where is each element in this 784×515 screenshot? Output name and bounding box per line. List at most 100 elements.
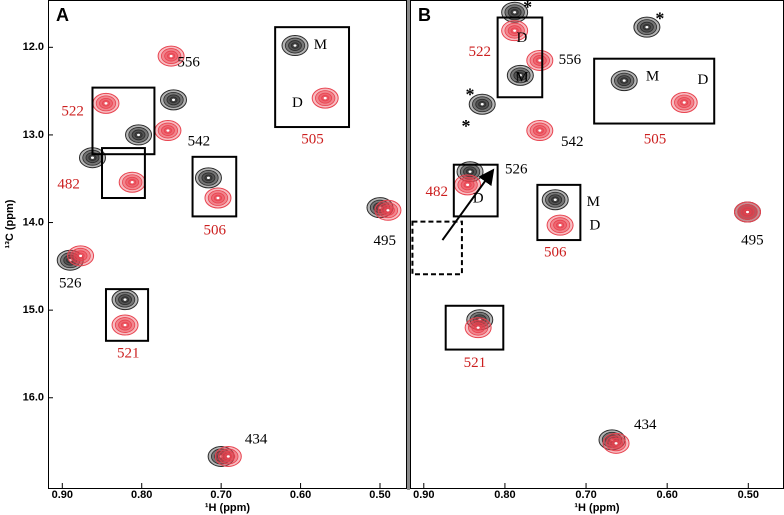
panel-label: A (56, 5, 69, 25)
peak-center (293, 44, 297, 47)
peak-center (130, 181, 134, 184)
panel-divider (407, 0, 410, 490)
highlight-box (101, 147, 146, 200)
y-tick-label: 12.0 (23, 41, 44, 53)
peak-center (614, 442, 618, 445)
peak-group (92, 92, 120, 114)
annotation: 506 (544, 245, 567, 261)
peak-center (518, 74, 522, 77)
peak-group (154, 120, 182, 142)
annotation: M (515, 69, 528, 85)
annotation: 434 (245, 431, 268, 447)
annotation: * (466, 84, 475, 104)
highlight-box (411, 220, 463, 276)
annotation: M (646, 69, 659, 85)
x-tick-label: 0.60 (656, 489, 677, 501)
peak-center (645, 25, 649, 29)
peak-center (104, 102, 108, 105)
peak-group (111, 289, 139, 311)
annotation: D (473, 190, 484, 206)
annotation: 526 (59, 275, 82, 291)
annotation: 495 (374, 233, 397, 249)
peak-group (214, 445, 242, 467)
peak-group (374, 199, 402, 221)
plot-frame (410, 0, 784, 489)
x-tick-label: 0.80 (131, 489, 152, 501)
x-tick-label: 0.60 (290, 489, 311, 501)
peak-center (558, 223, 562, 227)
peak-center (553, 198, 557, 201)
annotation: 506 (204, 223, 227, 239)
annotation: * (655, 8, 664, 28)
peak-center (90, 156, 94, 159)
highlight-box (593, 57, 716, 125)
annotation: D (697, 72, 708, 88)
peak-group (157, 45, 185, 67)
peak-group (610, 70, 638, 92)
annotation: M (587, 194, 600, 210)
annotation: 542 (188, 133, 211, 149)
peak-group (526, 49, 554, 71)
peak-group (194, 167, 222, 189)
peak-center (480, 103, 484, 106)
highlight-box (274, 26, 351, 129)
peak-group (118, 171, 146, 193)
peak-center (476, 326, 480, 329)
x-axis-label: ¹H (ppm) (205, 502, 251, 514)
highlight-box (496, 16, 544, 99)
peak-group (633, 16, 661, 38)
highlight-box (191, 155, 238, 218)
peak-group (111, 314, 139, 336)
annotation: 482 (57, 176, 80, 192)
x-tick-label: 0.90 (413, 489, 434, 501)
peak-group (506, 64, 534, 86)
peak-group (541, 189, 569, 211)
peak-center (169, 54, 173, 58)
annotation: D (292, 95, 303, 111)
peak-group (159, 89, 187, 111)
plot-frame (48, 0, 407, 489)
annotation: * (523, 0, 532, 17)
annotation: 495 (741, 232, 764, 248)
peak-center (622, 79, 626, 82)
peak-center (513, 11, 517, 14)
annotation: D (590, 217, 601, 233)
highlight-box (104, 288, 150, 342)
peak-center (216, 196, 220, 200)
y-tick-label: 14.0 (23, 216, 44, 228)
peak-group (125, 124, 153, 146)
annotation: M (314, 37, 327, 53)
peak-center (123, 323, 127, 327)
annotation: D (517, 30, 528, 46)
annotation: 482 (426, 184, 449, 200)
peak-group (733, 201, 761, 223)
peak-center (468, 170, 472, 173)
x-tick-label: 0.50 (369, 489, 390, 501)
peak-group (67, 245, 95, 267)
peak-center (513, 29, 517, 32)
peak-center (79, 254, 83, 258)
highlight-box (444, 304, 505, 351)
peak-group (501, 20, 529, 42)
peak-center (206, 176, 210, 180)
peak-group (670, 92, 698, 114)
annotation: 526 (505, 161, 528, 177)
peak-group (468, 93, 496, 115)
peak-center (123, 298, 127, 301)
annotation: 522 (469, 44, 492, 60)
arrow (441, 168, 495, 241)
y-axis-label: ¹³C (ppm) (4, 199, 16, 248)
peak-group (281, 35, 309, 57)
x-tick-label: 0.70 (210, 489, 231, 501)
y-tick-label: 13.0 (23, 129, 44, 141)
highlight-box (452, 163, 499, 218)
peak-center (137, 133, 141, 137)
peak-center (682, 101, 686, 104)
annotation: 556 (559, 52, 582, 68)
annotation: 505 (644, 132, 667, 148)
peak-group (78, 147, 106, 169)
peak-center (538, 59, 542, 62)
peak-center (466, 183, 470, 187)
annotation: 521 (464, 355, 487, 371)
